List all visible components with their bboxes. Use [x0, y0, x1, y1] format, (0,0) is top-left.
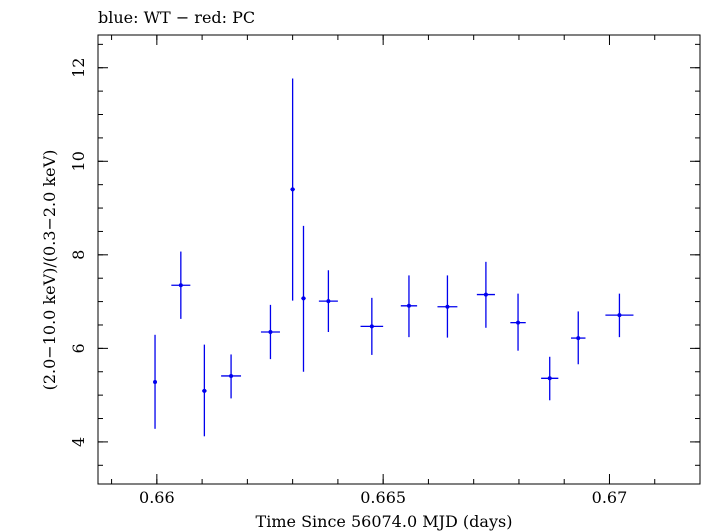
data-point — [400, 275, 418, 338]
data-point — [290, 78, 295, 301]
plot-frame — [97, 34, 701, 485]
data-marker — [406, 303, 411, 308]
data-point — [153, 334, 158, 429]
data-marker — [547, 376, 552, 381]
data-point — [476, 261, 495, 328]
chart-title: blue: WT − red: PC — [98, 8, 255, 27]
y-tick-label: 12 — [69, 58, 88, 78]
x-tick-label: 0.66 — [139, 488, 175, 507]
data-point — [202, 344, 207, 437]
data-point — [541, 356, 559, 401]
x-axis: 0.66 0.665 0.67 — [111, 35, 701, 507]
x-tick-label: 0.67 — [592, 488, 628, 507]
data-marker — [290, 187, 295, 192]
data-point — [318, 270, 338, 332]
data-marker — [301, 296, 306, 301]
data-point — [260, 304, 280, 360]
data-marker — [326, 299, 331, 304]
data-marker — [576, 336, 581, 341]
y-axis-label: (2.0−10.0 keV)/(0.3−2.0 keV) — [40, 150, 59, 391]
data-marker — [516, 320, 521, 325]
y-axis: 4 6 8 10 12 — [69, 43, 700, 466]
data-point — [360, 297, 384, 355]
data-marker — [445, 304, 450, 309]
y-tick-label: 6 — [69, 343, 88, 353]
data-marker — [178, 283, 183, 288]
data-marker — [153, 380, 158, 385]
data-series — [153, 78, 634, 437]
data-point — [437, 275, 458, 338]
data-marker — [483, 292, 488, 297]
data-marker — [369, 324, 374, 329]
x-axis-label: Time Since 56074.0 MJD (days) — [256, 512, 513, 531]
y-tick-label: 4 — [69, 437, 88, 447]
data-point — [171, 251, 191, 319]
data-point — [605, 293, 634, 338]
data-point — [571, 311, 586, 365]
data-marker — [268, 329, 273, 334]
data-point — [221, 354, 242, 399]
data-marker — [229, 373, 234, 378]
y-tick-label: 10 — [69, 151, 88, 171]
x-tick-label: 0.665 — [360, 488, 406, 507]
data-marker — [617, 313, 622, 318]
y-tick-label: 8 — [69, 250, 88, 260]
data-point — [510, 293, 526, 351]
data-point — [301, 225, 306, 372]
data-marker — [202, 388, 207, 393]
